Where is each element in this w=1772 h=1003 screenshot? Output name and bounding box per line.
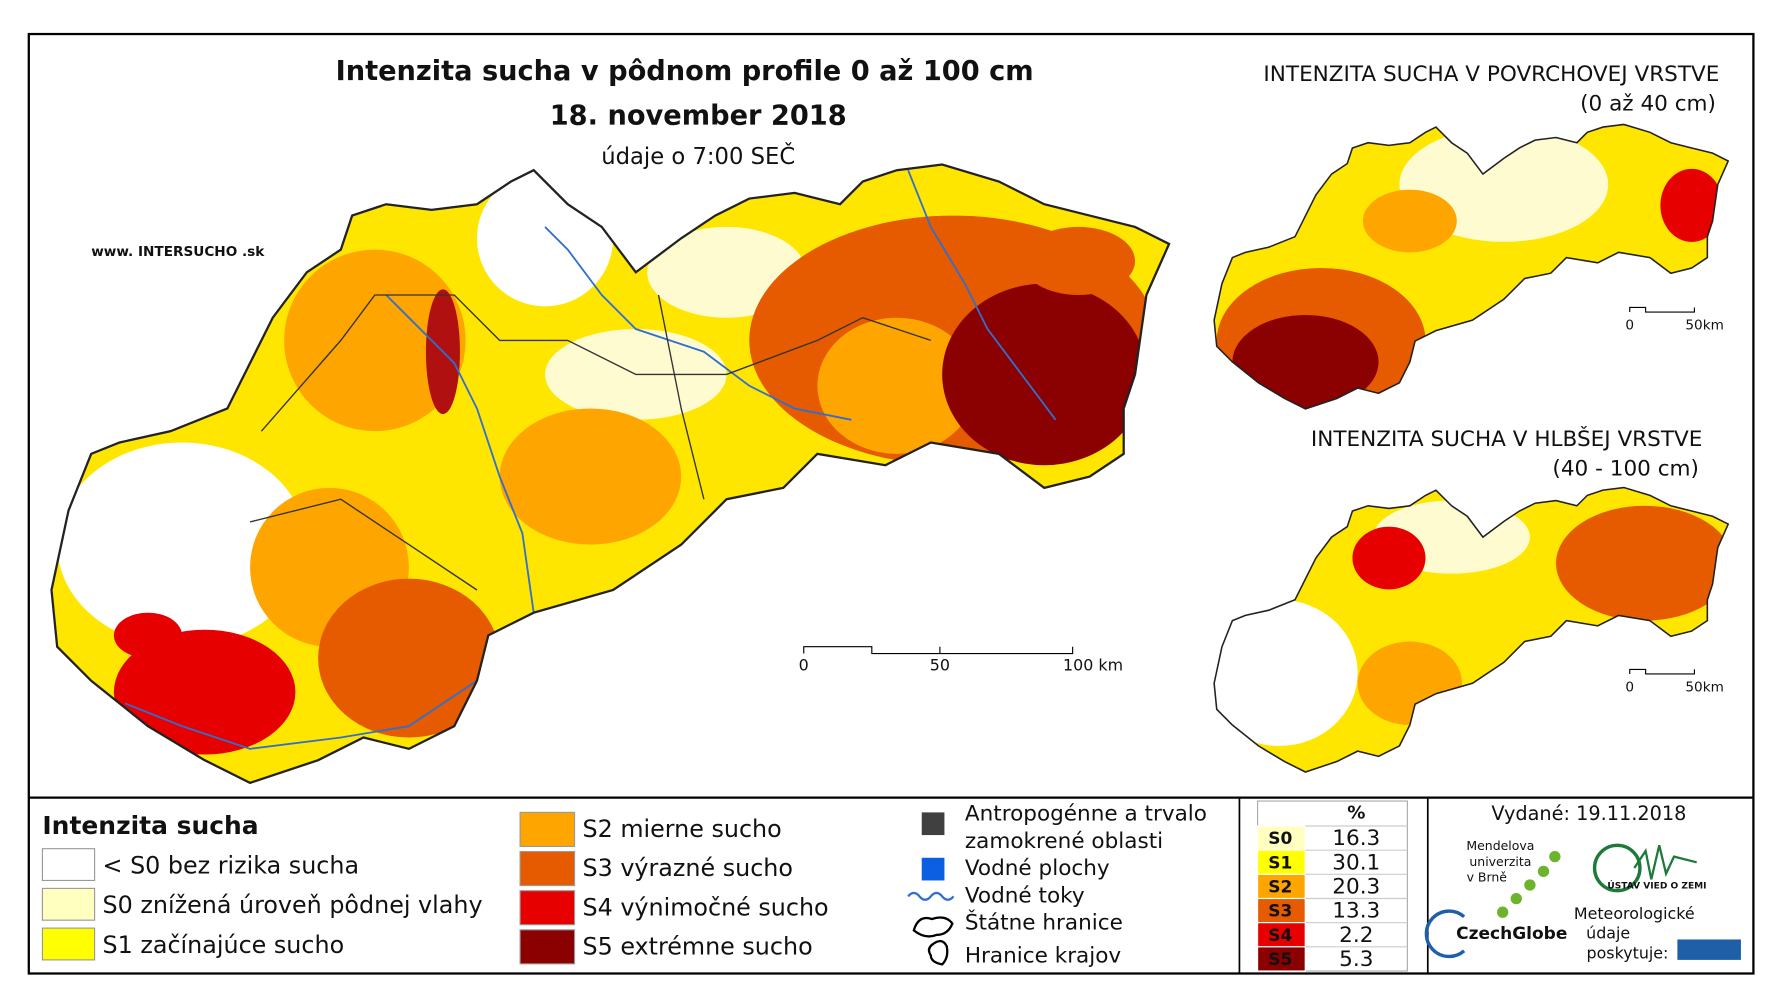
table-class-cell	[1257, 946, 1306, 972]
table-class-cell	[1257, 897, 1306, 924]
logo-mark	[1592, 843, 1642, 893]
inset-subtitle: (40 - 100 cm)	[1552, 457, 1699, 482]
legend-swatch	[519, 811, 576, 847]
legend-swatch	[41, 927, 96, 961]
legend-label: < S0 bez rizika sucha	[103, 851, 360, 879]
legend-title: Intenzita sucha	[42, 811, 258, 840]
logo-text: údaje	[1586, 923, 1630, 942]
logo-text: Mendelova	[1466, 838, 1534, 853]
legend: < S0 bez rizika sucha S0 znížená úroveň p…	[41, 811, 829, 965]
logo-text: ÚSTAV VIED O ZEMI	[1607, 880, 1706, 892]
map-time: údaje o 7:00 SEČ	[601, 142, 795, 170]
inset-title: INTENZITA SUCHA V HLBŠEJ VRSTVE	[1311, 426, 1702, 452]
legend-swatch	[41, 887, 96, 921]
legend-icon	[927, 939, 949, 966]
table-class-code: S1	[1268, 853, 1292, 873]
legend-swatch	[41, 848, 96, 882]
website: www. INTERSUCHO .sk	[91, 244, 265, 260]
map-date: 18. november 2018	[550, 100, 847, 131]
legend-label: S1 začínajúce sucho	[103, 931, 345, 959]
legend-label: S5 extrémne sucho	[582, 932, 812, 960]
legend-label: zamokrené oblasti	[965, 829, 1163, 854]
legend-swatch	[519, 890, 576, 926]
table-percent: 13.3	[1332, 899, 1380, 924]
legend-label: Antropogénne a trvalo	[965, 802, 1207, 827]
scale-label: 50	[930, 656, 950, 675]
logo-mark	[1677, 939, 1741, 960]
legend-icon	[921, 812, 945, 836]
table-percent: 20.3	[1332, 875, 1380, 900]
legend-swatch	[519, 850, 576, 887]
legend-label: S4 výnimočné sucho	[582, 893, 828, 921]
logo-text: CzechGlobe	[1456, 924, 1567, 944]
scale-label: 50km	[1685, 680, 1723, 696]
scale-bar	[803, 306, 1695, 675]
inset-title: INTENZITA SUCHA V POVRCHOVEJ VRSTVE	[1263, 62, 1719, 87]
legend-icon	[921, 857, 945, 881]
legend-label: Vodné plochy	[965, 856, 1110, 881]
scale-label: 50km	[1685, 318, 1723, 334]
table-class-code: S3	[1268, 902, 1292, 922]
scale-label: 0	[1625, 318, 1634, 334]
scale-label: 0	[799, 656, 809, 675]
table-percent: 5.3	[1339, 947, 1373, 972]
table-class-cell	[1257, 849, 1306, 875]
table-class-cell	[1257, 922, 1306, 948]
logo-text: v Brně	[1467, 870, 1507, 885]
table-percent: 16.3	[1332, 826, 1380, 851]
legend-label: S0 znížená úroveň pôdnej vlahy	[103, 891, 483, 919]
table-class-code: S4	[1268, 926, 1292, 946]
legend-icon	[907, 891, 955, 901]
logo-text: poskytuje:	[1587, 944, 1669, 963]
logo-text: univerzita	[1469, 854, 1531, 869]
table-class-cell	[1257, 873, 1306, 900]
table-class-cell	[1257, 825, 1306, 851]
logo-text: Meteorologické	[1574, 904, 1695, 923]
table-header: %	[1347, 803, 1365, 824]
logo-dots	[1496, 850, 1561, 918]
table-class-code: S5	[1268, 950, 1292, 970]
legend-icon	[912, 916, 954, 938]
legend-label: S2 mierne sucho	[582, 815, 781, 843]
logo-mark	[1424, 909, 1466, 959]
map-title: Intenzita sucha v pôdnom profile 0 až 10…	[336, 56, 1034, 87]
legend-label: Vodné toky	[965, 883, 1085, 908]
table-class-code: S0	[1268, 829, 1292, 849]
legend-label: Štátne hranice	[965, 910, 1123, 936]
issued-date: Vydané: 19.11.2018	[1491, 802, 1686, 825]
stats-table: % S0 16.3 S1 30.1 S2 20.3 S3 13.3 S4 2.2 S5 5.3	[1257, 800, 1408, 972]
table-percent: 30.1	[1332, 850, 1380, 875]
scale-label: 100 km	[1063, 656, 1123, 675]
scale-label: 0	[1625, 680, 1634, 696]
table-percent: 2.2	[1339, 923, 1373, 948]
legend-label: S3 výrazné sucho	[582, 854, 792, 882]
table-class-code: S2	[1268, 878, 1292, 898]
inset-subtitle: (0 až 40 cm)	[1580, 91, 1716, 116]
legend-swatch	[519, 929, 576, 965]
legend-label: Hranice krajov	[965, 943, 1122, 968]
logo-mark	[1633, 845, 1697, 880]
